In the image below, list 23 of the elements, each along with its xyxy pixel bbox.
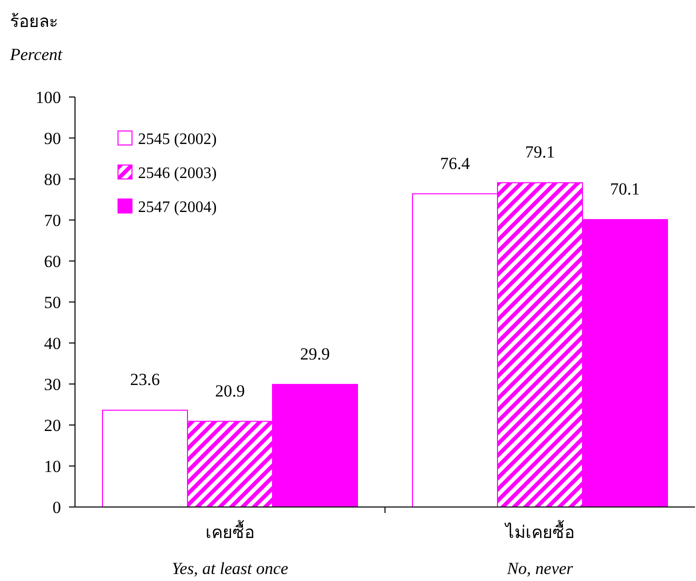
y-tick-label: 50	[44, 293, 61, 312]
data-label: 70.1	[610, 180, 640, 199]
y-tick-label: 60	[44, 252, 61, 271]
y-tick-label: 0	[52, 498, 61, 517]
x-tick-label: ไม่เคยซื้อ No, never	[504, 520, 574, 578]
data-label: 79.1	[525, 142, 555, 162]
data-label: 29.9	[300, 344, 330, 364]
data-label: 20.9	[215, 381, 245, 400]
legend-label: 2547 (2004)	[138, 199, 217, 216]
y-tick-label: 90	[44, 129, 61, 148]
y-tick-label: 40	[44, 334, 61, 353]
legend-label: 2546 (2003)	[138, 165, 217, 182]
data-label: 76.4	[440, 154, 470, 173]
y-tick-label: 100	[36, 88, 61, 107]
y-tick-label: 70	[44, 211, 61, 230]
y-tick-label: 10	[44, 457, 61, 476]
legend-label: 2545 (2002)	[138, 131, 217, 148]
y-axis-title: ร้อยละ Percent	[9, 12, 64, 64]
x-tick-label: เคยซื้อ Yes, at least once	[172, 520, 289, 578]
data-label: 23.6	[130, 370, 160, 390]
y-tick-label: 30	[44, 375, 61, 394]
y-tick-label: 20	[44, 416, 61, 435]
y-tick-label: 80	[44, 170, 61, 189]
